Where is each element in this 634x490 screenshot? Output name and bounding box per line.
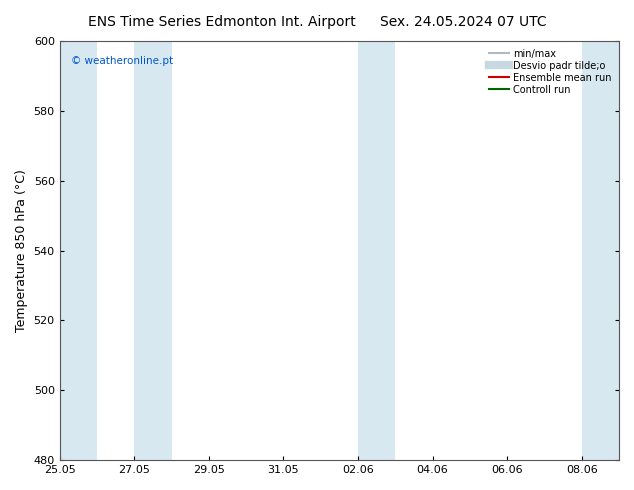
- Legend: min/max, Desvio padr tilde;o, Ensemble mean run, Controll run: min/max, Desvio padr tilde;o, Ensemble m…: [486, 46, 614, 98]
- Text: Sex. 24.05.2024 07 UTC: Sex. 24.05.2024 07 UTC: [380, 15, 546, 29]
- Y-axis label: Temperature 850 hPa (°C): Temperature 850 hPa (°C): [15, 169, 28, 332]
- Bar: [134, 41, 172, 460]
- Bar: [358, 41, 395, 460]
- Bar: [60, 41, 97, 460]
- Text: ENS Time Series Edmonton Int. Airport: ENS Time Series Edmonton Int. Airport: [88, 15, 356, 29]
- Bar: [582, 41, 619, 460]
- Text: © weatheronline.pt: © weatheronline.pt: [71, 56, 173, 66]
